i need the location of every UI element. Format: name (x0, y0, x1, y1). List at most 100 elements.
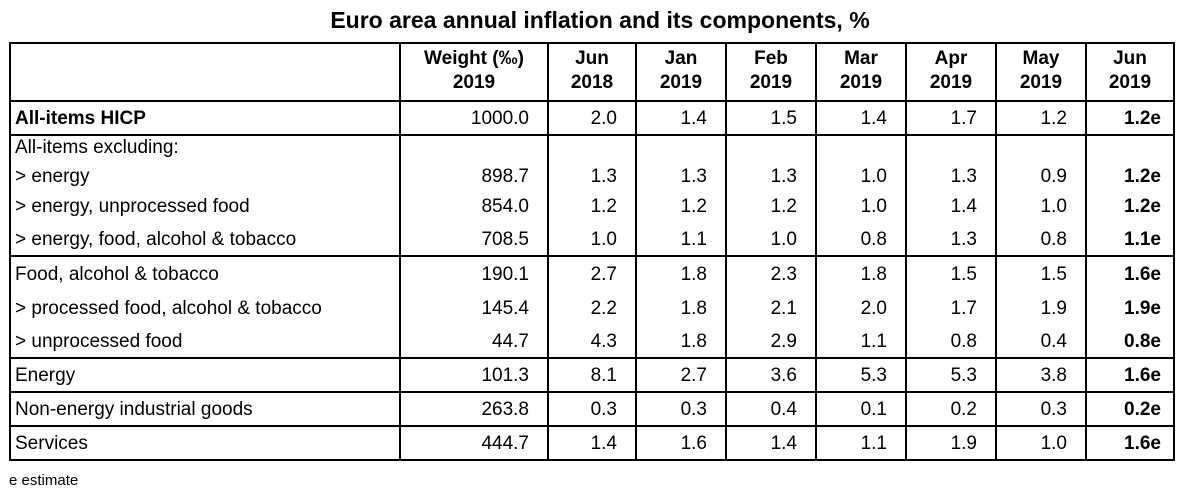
cell-value: 5.3 (815, 358, 907, 393)
cell-value: 1.7 (905, 101, 997, 136)
row-label: > unprocessed food (9, 324, 401, 359)
row-label: Food, alcohol & tobacco (9, 256, 401, 290)
header-label-column (9, 42, 401, 102)
cell-estimate: 1.2e (1085, 160, 1175, 188)
cell-value: 2.7 (547, 256, 637, 290)
cell-value: 1.9 (995, 290, 1087, 324)
cell-value: 2.0 (815, 290, 907, 324)
cell-value: 1.4 (815, 101, 907, 136)
cell-value: 1.4 (547, 426, 637, 461)
cell-estimate: 1.2e (1085, 188, 1175, 222)
cell-value: 1.0 (725, 222, 817, 257)
cell-value: 1.3 (635, 160, 727, 188)
cell-value: 2.3 (725, 256, 817, 290)
cell-value: 1.1 (815, 324, 907, 359)
cell-value: 0.9 (995, 160, 1087, 188)
cell-value: 1.6 (635, 426, 727, 461)
table-row: > processed food, alcohol & tobacco 145.… (9, 290, 1175, 324)
header-weight: Weight (‰) 2019 (399, 42, 549, 102)
cell-value: 0.3 (547, 392, 637, 427)
group-header-row: All-items excluding: (9, 135, 1175, 160)
cell-weight: 190.1 (399, 256, 549, 290)
cell-value: 2.1 (725, 290, 817, 324)
cell-weight: 898.7 (399, 160, 549, 188)
cell-value: 1.5 (995, 256, 1087, 290)
header-may-2019: May 2019 (995, 42, 1087, 102)
cell-value: 0.3 (995, 392, 1087, 427)
cell-value: 1.3 (905, 160, 997, 188)
cell-value: 2.2 (547, 290, 637, 324)
row-label: All-items excluding: (9, 135, 401, 160)
row-label: All-items HICP (9, 101, 401, 136)
header-mar-2019: Mar 2019 (815, 42, 907, 102)
cell-weight: 263.8 (399, 392, 549, 427)
cell-estimate: 0.8e (1085, 324, 1175, 359)
row-label: Energy (9, 358, 401, 393)
table-row: Services 444.7 1.4 1.6 1.4 1.1 1.9 1.0 1… (9, 426, 1175, 461)
cell-value: 1.2 (635, 188, 727, 222)
inflation-table: Weight (‰) 2019 Jun 2018 Jan 2019 Feb 2019 M… (9, 42, 1175, 461)
cell-estimate: 1.6e (1085, 256, 1175, 290)
cell-weight: 1000.0 (399, 101, 549, 136)
row-label: > energy, unprocessed food (9, 188, 401, 222)
cell-value: 1.4 (905, 188, 997, 222)
cell-value: 1.7 (905, 290, 997, 324)
cell-value: 1.0 (815, 188, 907, 222)
header-jun-2018: Jun 2018 (547, 42, 637, 102)
cell-value: 1.8 (635, 290, 727, 324)
cell-value: 1.1 (635, 222, 727, 257)
cell-weight: 101.3 (399, 358, 549, 393)
cell-weight: 145.4 (399, 290, 549, 324)
cell-value: 0.2 (905, 392, 997, 427)
cell-value: 2.0 (547, 101, 637, 136)
cell-value: 1.9 (905, 426, 997, 461)
cell-value: 0.4 (995, 324, 1087, 359)
cell-value: 2.9 (725, 324, 817, 359)
header-feb-2019: Feb 2019 (725, 42, 817, 102)
cell-value: 1.8 (635, 256, 727, 290)
cell-weight: 854.0 (399, 188, 549, 222)
cell-value: 1.3 (547, 160, 637, 188)
cell-value: 1.0 (547, 222, 637, 257)
row-label: > processed food, alcohol & tobacco (9, 290, 401, 324)
cell-weight: 708.5 (399, 222, 549, 257)
cell-value: 0.8 (905, 324, 997, 359)
cell-estimate: 1.9e (1085, 290, 1175, 324)
header-jan-2019: Jan 2019 (635, 42, 727, 102)
cell-value: 1.4 (725, 426, 817, 461)
cell-value: 0.8 (995, 222, 1087, 257)
footnote: e estimate (9, 472, 79, 489)
table-row: Non-energy industrial goods 263.8 0.3 0.… (9, 392, 1175, 427)
table-row: Energy 101.3 8.1 2.7 3.6 5.3 5.3 3.8 1.6… (9, 358, 1175, 393)
row-label: > energy (9, 160, 401, 188)
cell-weight: 444.7 (399, 426, 549, 461)
table-title: Euro area annual inflation and its compo… (330, 7, 870, 33)
cell-value: 2.7 (635, 358, 727, 393)
cell-estimate: 0.2e (1085, 392, 1175, 427)
cell-estimate: 1.1e (1085, 222, 1175, 257)
table-row: > energy 898.7 1.3 1.3 1.3 1.0 1.3 0.9 1… (9, 160, 1175, 188)
cell-value: 3.6 (725, 358, 817, 393)
cell-value: 1.3 (905, 222, 997, 257)
cell-value: 1.0 (815, 160, 907, 188)
table-row: > energy, unprocessed food 854.0 1.2 1.2… (9, 188, 1175, 222)
cell-value: 3.8 (995, 358, 1087, 393)
cell-estimate: 1.6e (1085, 426, 1175, 461)
table-row: Food, alcohol & tobacco 190.1 2.7 1.8 2.… (9, 256, 1175, 290)
row-label: > energy, food, alcohol & tobacco (9, 222, 401, 257)
cell-value: 1.5 (905, 256, 997, 290)
header-row: Weight (‰) 2019 Jun 2018 Jan 2019 Feb 2019 M… (9, 42, 1175, 102)
cell-value: 1.5 (725, 101, 817, 136)
cell-value: 1.0 (995, 188, 1087, 222)
cell-value: 0.4 (725, 392, 817, 427)
cell-value: 0.3 (635, 392, 727, 427)
cell-value: 1.1 (815, 426, 907, 461)
cell-value: 1.8 (635, 324, 727, 359)
table-row: > unprocessed food 44.7 4.3 1.8 2.9 1.1 … (9, 324, 1175, 359)
cell-value: 5.3 (905, 358, 997, 393)
cell-value: 1.2 (547, 188, 637, 222)
cell-value: 1.0 (995, 426, 1087, 461)
cell-value: 1.4 (635, 101, 727, 136)
table-row: > energy, food, alcohol & tobacco 708.5 … (9, 222, 1175, 257)
cell-estimate: 1.2e (1085, 101, 1175, 136)
